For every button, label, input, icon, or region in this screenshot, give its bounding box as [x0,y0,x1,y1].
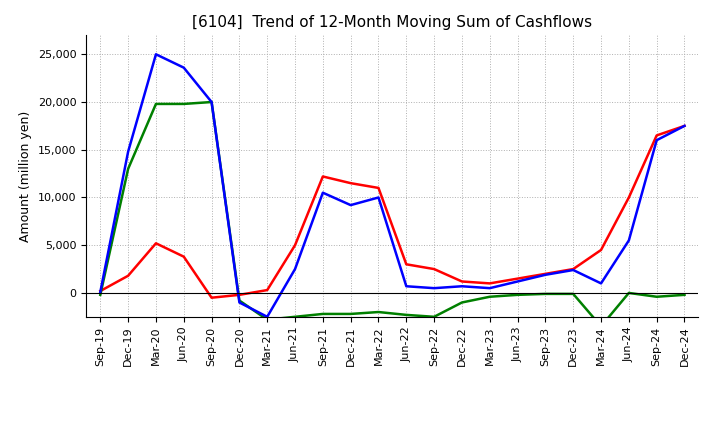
Operating Cashflow [235,292,243,297]
Free Cashflow [680,123,689,128]
Investing Cashflow [124,166,132,172]
Line: Operating Cashflow: Operating Cashflow [100,126,685,298]
Investing Cashflow [513,292,522,297]
Operating Cashflow [485,281,494,286]
Free Cashflow [374,195,383,200]
Operating Cashflow [458,279,467,284]
Free Cashflow [402,284,410,289]
Investing Cashflow [346,311,355,316]
Investing Cashflow [458,300,467,305]
Investing Cashflow [652,294,661,299]
Operating Cashflow [513,276,522,281]
Investing Cashflow [318,311,327,316]
Investing Cashflow [235,298,243,303]
Operating Cashflow [207,295,216,301]
Operating Cashflow [597,247,606,253]
Free Cashflow [207,99,216,105]
Free Cashflow [124,149,132,154]
Operating Cashflow [124,273,132,279]
Investing Cashflow [152,101,161,106]
Free Cashflow [485,286,494,291]
Operating Cashflow [318,174,327,179]
Line: Investing Cashflow: Investing Cashflow [100,102,685,326]
Free Cashflow [597,281,606,286]
Investing Cashflow [263,317,271,323]
Investing Cashflow [402,312,410,318]
Investing Cashflow [680,292,689,297]
Operating Cashflow [96,288,104,293]
Operating Cashflow [541,271,550,276]
Free Cashflow [291,267,300,272]
Investing Cashflow [541,291,550,297]
Investing Cashflow [624,290,633,296]
Investing Cashflow [430,314,438,319]
Free Cashflow [96,290,104,295]
Investing Cashflow [291,314,300,319]
Operating Cashflow [346,180,355,186]
Operating Cashflow [374,185,383,191]
Investing Cashflow [96,292,104,297]
Free Cashflow [541,272,550,278]
Operating Cashflow [291,242,300,248]
Investing Cashflow [207,99,216,105]
Free Cashflow [652,138,661,143]
Investing Cashflow [374,309,383,315]
Free Cashflow [318,190,327,195]
Line: Free Cashflow: Free Cashflow [100,54,685,317]
Free Cashflow [569,268,577,273]
Operating Cashflow [569,267,577,272]
Investing Cashflow [485,294,494,299]
Operating Cashflow [263,287,271,293]
Investing Cashflow [569,291,577,297]
Investing Cashflow [597,324,606,329]
Y-axis label: Amount (million yen): Amount (million yen) [19,110,32,242]
Free Cashflow [263,314,271,319]
Free Cashflow [152,51,161,57]
Operating Cashflow [179,254,188,259]
Operating Cashflow [624,195,633,200]
Operating Cashflow [430,267,438,272]
Free Cashflow [513,279,522,284]
Title: [6104]  Trend of 12-Month Moving Sum of Cashflows: [6104] Trend of 12-Month Moving Sum of C… [192,15,593,30]
Free Cashflow [346,202,355,208]
Free Cashflow [235,300,243,305]
Operating Cashflow [152,241,161,246]
Operating Cashflow [402,262,410,267]
Operating Cashflow [652,133,661,138]
Free Cashflow [430,286,438,291]
Operating Cashflow [680,123,689,128]
Free Cashflow [458,284,467,289]
Investing Cashflow [179,101,188,106]
Free Cashflow [179,65,188,70]
Free Cashflow [624,238,633,243]
